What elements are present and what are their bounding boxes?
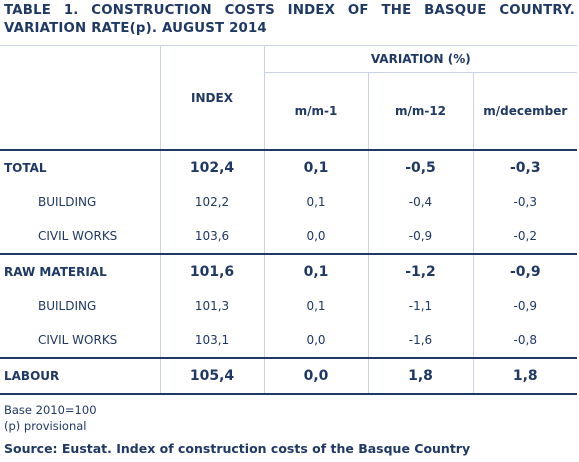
row-label: CIVIL WORKS [38,333,118,347]
cell-index: 102,4 [159,150,264,185]
row-label: TOTAL [4,161,47,175]
cell-mm12: -0,4 [367,185,473,219]
cell-index: 101,6 [159,253,264,289]
header-mm1: m/m-1 [263,72,368,151]
cell-index: 103,1 [159,323,264,358]
cell-mdec: -0,3 [472,185,578,219]
cell-index: 101,3 [159,289,264,323]
construction-costs-table: INDEX VARIATION (%) m/m-1 m/m-12 m/decem… [0,45,578,395]
row-label: CIVIL WORKS [38,229,118,243]
cell-mdec: -0,9 [472,253,578,289]
cell-mm12: -1,1 [367,289,473,323]
cell-index: 102,2 [159,185,264,219]
cell-mdec: -0,2 [472,219,578,254]
header-mdec: m/december [472,72,578,151]
cell-index: 103,6 [159,219,264,254]
table-row: BUILDING 102,2 0,1 -0,4 -0,3 [0,185,578,219]
header-mm12: m/m-12 [367,72,473,151]
table-title: TABLE 1. CONSTRUCTION COSTS INDEX OF THE… [4,3,575,36]
base-note: Base 2010=100 [4,403,97,417]
cell-mm1: 0,0 [263,357,368,395]
cell-mm1: 0,0 [263,219,368,254]
table-row: LABOUR 105,4 0,0 1,8 1,8 [0,357,578,395]
cell-mdec: -0,3 [472,150,578,185]
header-variation: VARIATION (%) [263,45,578,73]
table-row: CIVIL WORKS 103,6 0,0 -0,9 -0,2 [0,219,578,254]
row-label: BUILDING [38,195,97,209]
source-note: Source: Eustat. Index of construction co… [4,441,471,456]
cell-mdec: 1,8 [472,357,578,395]
row-label: RAW MATERIAL [0,253,160,289]
cell-mm1: 0,1 [263,185,368,219]
cell-mm1: 0,1 [263,289,368,323]
cell-mdec: -0,8 [472,323,578,358]
table-row: RAW MATERIAL 101,6 0,1 -1,2 -0,9 [0,253,578,289]
row-label: LABOUR [0,357,160,395]
cell-mdec: -0,9 [472,289,578,323]
cell-mm12: -1,2 [367,253,473,289]
cell-mm12: -0,5 [367,150,473,185]
cell-mm1: 0,1 [263,253,368,289]
cell-mm12: -0,9 [367,219,473,254]
provisional-note: (p) provisional [4,419,87,433]
table-row: CIVIL WORKS 103,1 0,0 -1,6 -0,8 [0,323,578,358]
header-empty-cell [0,45,160,151]
cell-mm12: -1,6 [367,323,473,358]
row-label: BUILDING [38,299,97,313]
cell-mm12: 1,8 [367,357,473,395]
cell-mm1: 0,1 [263,150,368,185]
header-index: INDEX [159,45,264,151]
table-notes: Base 2010=100 (p) provisional [4,402,97,434]
table-row: BUILDING 101,3 0,1 -1,1 -0,9 [0,289,578,323]
cell-index: 105,4 [159,357,264,395]
cell-mm1: 0,0 [263,323,368,358]
table-row: TOTAL 102,4 0,1 -0,5 -0,3 [0,150,578,185]
